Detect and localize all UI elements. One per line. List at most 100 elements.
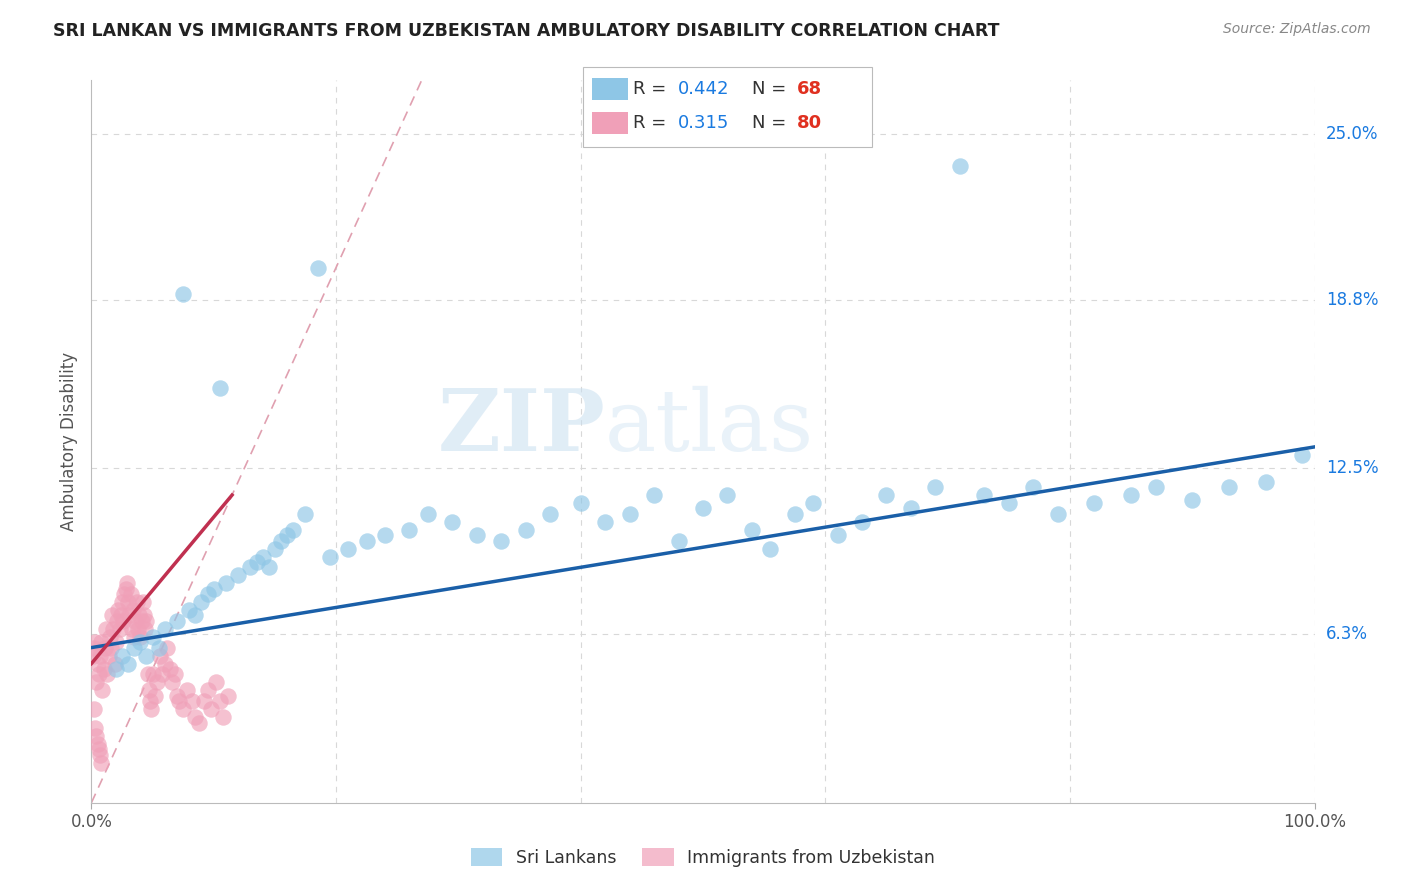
Point [569,496,592,510]
Point [86,657,108,671]
Point [138,683,160,698]
Point [166,689,188,703]
Point [1083,496,1105,510]
Point [111,648,134,663]
Point [146,675,169,690]
Point [93,662,115,676]
Point [87,667,110,681]
Point [226,568,249,582]
Point [82,648,104,663]
Point [270,533,292,548]
Point [208,694,231,708]
Point [111,595,134,609]
Point [319,549,342,564]
Point [103,622,125,636]
Point [131,614,153,628]
Point [643,488,665,502]
Point [117,657,139,671]
Point [114,582,136,596]
Point [188,715,211,730]
Point [924,480,946,494]
Text: ZIP: ZIP [437,385,605,469]
Text: 68: 68 [797,80,823,98]
Point [122,630,145,644]
Point [202,582,225,596]
Point [176,683,198,698]
Point [1254,475,1277,489]
Point [1046,507,1069,521]
Point [245,555,267,569]
Point [239,560,262,574]
Point [104,662,127,676]
Point [132,608,155,623]
Point [190,595,212,609]
Point [515,523,537,537]
Point [668,533,690,548]
Point [134,622,156,636]
Text: 25.0%: 25.0% [1326,125,1378,143]
Point [184,710,207,724]
Point [135,648,157,663]
Point [94,622,117,636]
Point [83,640,105,655]
Point [172,702,194,716]
Text: N =: N = [752,80,792,98]
Point [139,694,162,708]
Point [163,667,186,681]
Point [1291,448,1313,462]
Point [96,667,118,681]
Point [1144,480,1167,494]
Point [122,640,145,655]
Point [307,260,329,275]
Point [875,488,898,502]
Point [84,675,107,690]
Text: 12.5%: 12.5% [1326,459,1378,477]
Point [283,523,305,537]
Point [827,528,849,542]
Text: 0.315: 0.315 [678,114,730,132]
Y-axis label: Ambulatory Disability: Ambulatory Disability [59,352,77,531]
Text: R =: R = [633,114,672,132]
Point [160,675,183,690]
Point [184,608,207,623]
Point [215,576,238,591]
Point [538,507,561,521]
Point [1181,493,1204,508]
Point [90,635,112,649]
Point [1022,480,1045,494]
Point [998,496,1021,510]
Point [104,657,127,671]
Point [148,640,170,655]
Point [104,635,127,649]
Point [112,614,135,628]
Point [179,603,201,617]
Text: R =: R = [633,80,672,98]
Point [156,640,179,655]
Point [783,507,806,521]
Point [1218,480,1240,494]
Text: 6.3%: 6.3% [1326,625,1368,643]
Point [86,737,108,751]
Point [465,528,488,542]
Point [141,702,163,716]
Point [84,635,107,649]
Point [128,608,150,623]
Point [205,675,228,690]
Point [208,381,231,395]
Point [101,608,124,623]
Point [118,608,141,623]
Point [120,587,142,601]
Point [692,501,714,516]
Point [337,541,360,556]
Text: SRI LANKAN VS IMMIGRANTS FROM UZBEKISTAN AMBULATORY DISABILITY CORRELATION CHART: SRI LANKAN VS IMMIGRANTS FROM UZBEKISTAN… [53,22,1000,40]
Point [89,747,111,762]
Point [84,729,107,743]
Point [441,515,464,529]
Point [276,528,298,542]
Point [83,702,105,716]
Point [193,694,215,708]
Point [851,515,873,529]
Point [127,622,149,636]
Point [87,742,110,756]
Point [801,496,824,510]
